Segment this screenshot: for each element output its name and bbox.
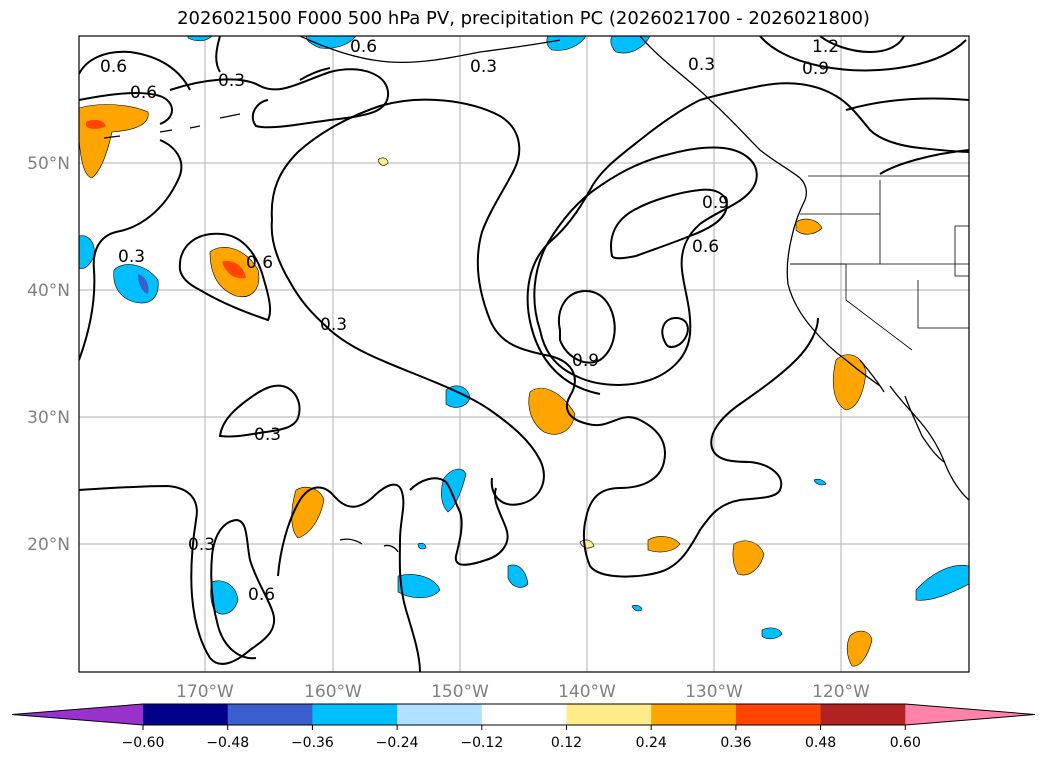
colorbar: −0.60 −0.48 −0.36 −0.24 −0.12 0.12 0.24 0.36 0.4… <box>11 703 1036 751</box>
lat-label: 20°N <box>27 535 70 555</box>
contour-label: 0.6 <box>248 585 275 605</box>
precip-area <box>79 104 149 179</box>
precip-area <box>528 387 576 435</box>
lon-label: 160°W <box>304 682 362 702</box>
precip-area <box>846 630 873 667</box>
precip-area <box>441 468 467 513</box>
lon-label: 120°W <box>812 682 870 702</box>
precip-area <box>113 264 159 304</box>
colorbar-tick-label: 0.60 <box>890 735 921 751</box>
precip-area <box>377 157 389 166</box>
colorbar-tick-label: −0.60 <box>122 735 165 751</box>
contour-label: 0.3 <box>254 425 281 445</box>
contour-label: 0.6 <box>246 253 273 273</box>
precip-area <box>138 274 149 294</box>
precip-area <box>833 354 867 411</box>
contour-labels: 0.6 1.2 0.9 0.3 0.3 0.3 0.6 0.6 0.3 0.6 … <box>100 37 839 605</box>
lon-label: 130°W <box>685 682 743 702</box>
contour-label: 0.9 <box>702 193 729 213</box>
colorbar-tick-label: 0.24 <box>636 735 667 751</box>
precip-area <box>795 218 823 235</box>
map-title: 2026021500 F000 500 hPa PV, precipitatio… <box>177 8 870 29</box>
precip-area <box>647 536 681 553</box>
precip-area <box>813 478 827 486</box>
contour-label: 0.6 <box>130 83 157 103</box>
contour-label: 1.2 <box>812 37 839 57</box>
precip-area <box>732 540 765 576</box>
colorbar-segment <box>312 704 398 725</box>
pv-contours <box>79 36 969 672</box>
colorbar-segment <box>227 704 313 725</box>
contour-label: 0.3 <box>218 71 245 91</box>
contour-label: 0.3 <box>118 247 145 267</box>
lat-label: 40°N <box>27 281 70 301</box>
precip-area <box>397 574 441 599</box>
colorbar-tick-label: −0.36 <box>291 735 334 751</box>
map-frame <box>78 35 970 673</box>
colorbar-segment <box>735 704 822 725</box>
colorbar-tick-label: −0.48 <box>206 735 249 751</box>
coastlines <box>103 36 969 553</box>
contour-label: 0.6 <box>692 237 719 257</box>
colorbar-segment <box>566 704 652 725</box>
contour-label: 0.9 <box>802 59 829 79</box>
contour-label: 0.9 <box>572 351 599 371</box>
contour-label: 0.3 <box>470 57 497 77</box>
precip-area <box>210 580 239 615</box>
map-plot-area: 0.6 1.2 0.9 0.3 0.3 0.3 0.6 0.6 0.3 0.6 … <box>79 36 969 672</box>
state-borders <box>790 175 969 351</box>
colorbar-segment <box>651 704 737 725</box>
contour-label: 0.6 <box>100 57 127 77</box>
contour-label: 0.3 <box>320 315 347 335</box>
precip-shading <box>79 36 969 667</box>
colorbar-tick-label: −0.24 <box>376 735 419 751</box>
precip-area <box>291 487 325 539</box>
lon-label: 140°W <box>558 682 616 702</box>
lon-label: 150°W <box>431 682 489 702</box>
gridlines <box>79 36 969 672</box>
lat-label: 30°N <box>27 408 70 428</box>
colorbar-segment <box>481 704 567 725</box>
colorbar-segment <box>143 704 229 725</box>
precip-area <box>187 36 213 42</box>
contour-label: 0.3 <box>688 55 715 75</box>
colorbar-tick-label: 0.12 <box>551 735 582 751</box>
precip-area <box>417 542 427 550</box>
precip-area <box>79 235 95 269</box>
colorbar-tick-label: 0.36 <box>720 735 751 751</box>
precip-area <box>915 564 969 601</box>
colorbar-segment <box>820 704 906 725</box>
precip-area <box>222 260 246 279</box>
precip-area <box>610 36 651 54</box>
colorbar-tick-label: 0.48 <box>805 735 836 751</box>
precip-area <box>579 539 595 549</box>
colorbar-extend-max <box>905 704 1035 725</box>
lat-label: 50°N <box>27 154 70 174</box>
latitude-labels: 50°N 40°N 30°N 20°N <box>27 154 70 555</box>
contour-label: 0.3 <box>188 535 215 555</box>
colorbar-extend-min <box>12 704 143 725</box>
precip-area <box>507 564 529 588</box>
precip-area <box>761 627 783 640</box>
precip-area <box>631 604 643 612</box>
precip-area <box>546 36 587 51</box>
contour-label: 0.6 <box>350 37 377 57</box>
longitude-labels: 170°W 160°W 150°W 140°W 130°W 120°W <box>176 682 870 702</box>
colorbar-tick-label: −0.12 <box>460 735 503 751</box>
lon-label: 170°W <box>176 682 234 702</box>
precip-area <box>86 119 106 129</box>
colorbar-segment <box>397 704 483 725</box>
